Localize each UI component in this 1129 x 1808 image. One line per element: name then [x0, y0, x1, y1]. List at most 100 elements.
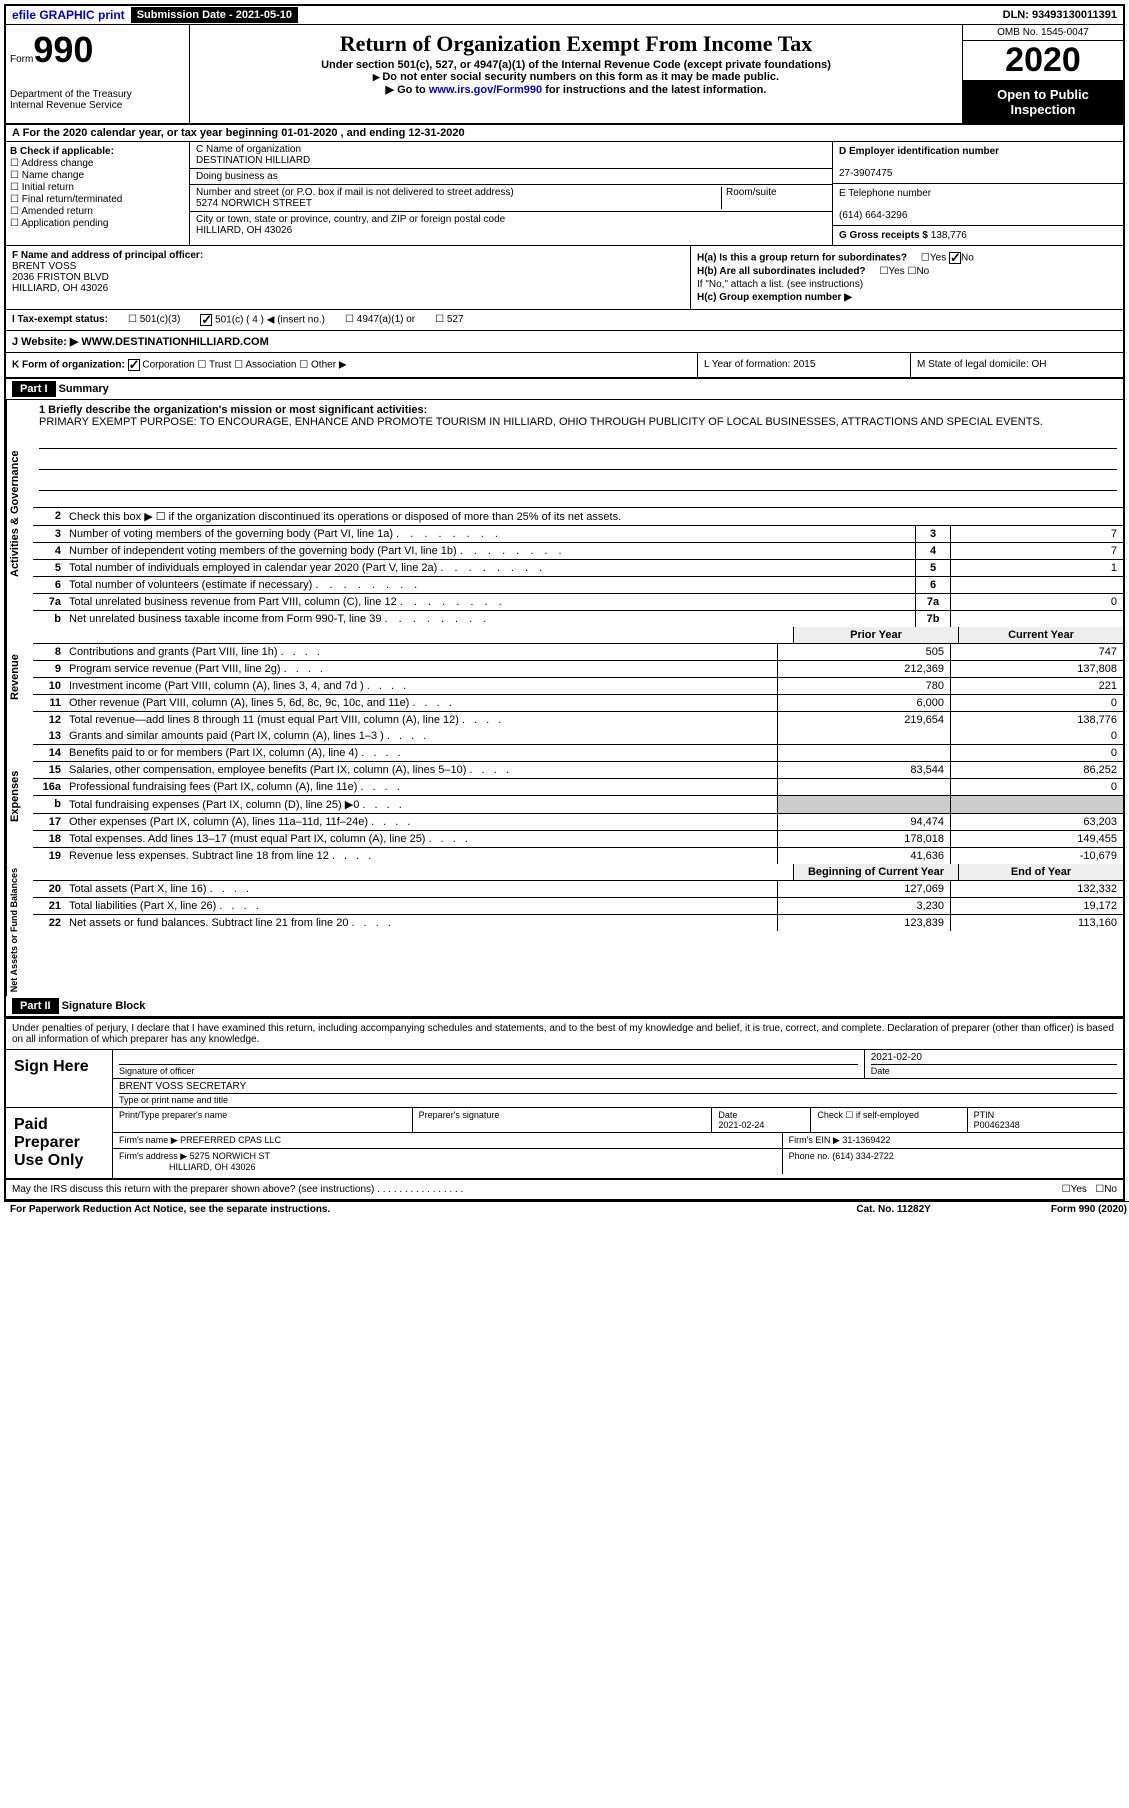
form990-link[interactable]: www.irs.gov/Form990: [429, 84, 542, 96]
submission-date-btn[interactable]: Submission Date - 2021-05-10: [131, 7, 298, 23]
chk-pending-label: Application pending: [21, 218, 108, 229]
chk-name[interactable]: ☐ Name change: [10, 170, 185, 181]
city-value: HILLIARD, OH 43026: [196, 225, 292, 236]
sign-here-row: Sign Here Signature of officer 2021-02-2…: [6, 1050, 1123, 1108]
discuss-text: May the IRS discuss this return with the…: [12, 1184, 374, 1195]
topbar: efile GRAPHIC print Submission Date - 20…: [6, 6, 1123, 25]
firm-ein-label: Firm's EIN ▶: [789, 1135, 840, 1145]
gov-line-6: 6 Total number of volunteers (estimate i…: [33, 577, 1123, 594]
expenses-block: Expenses 13 Grants and similar amounts p…: [6, 728, 1123, 864]
form-prefix: Form: [10, 54, 33, 65]
chk-amended[interactable]: ☐ Amended return: [10, 206, 185, 217]
part2-tag: Part II: [12, 998, 59, 1014]
chk-initial-label: Initial return: [22, 182, 74, 193]
firm-ein-cell: Firm's EIN ▶ 31-1369422: [783, 1133, 1123, 1148]
opt-501c[interactable]: 501(c) ( 4 ) ◀ (insert no.): [200, 314, 325, 326]
b-label: B Check if applicable:: [10, 146, 114, 157]
website-label: J Website: ▶: [12, 336, 78, 348]
sig-date: 2021-02-20: [871, 1052, 1117, 1065]
chk-address-label: Address change: [21, 158, 93, 169]
col-b: B Check if applicable: ☐ Address change …: [6, 142, 190, 245]
chk-initial[interactable]: ☐ Initial return: [10, 182, 185, 193]
sig-name-label: Type or print name and title: [119, 1095, 228, 1105]
efile-link[interactable]: efile GRAPHIC print: [6, 6, 131, 24]
ha-no: No: [961, 253, 974, 264]
phone-value: (614) 664-3296: [839, 210, 907, 221]
sig-officer-label: Signature of officer: [119, 1066, 194, 1076]
hb-label: H(b) Are all subordinates included?: [697, 266, 866, 277]
k-label: K Form of organization:: [12, 360, 125, 371]
line-13: 13 Grants and similar amounts paid (Part…: [33, 728, 1123, 745]
phone-cell: E Telephone number (614) 664-3296: [833, 184, 1123, 226]
firm-phone-label: Phone no.: [789, 1151, 830, 1161]
firm-name-cell: Firm's name ▶ PREFERRED CPAS LLC: [113, 1133, 783, 1148]
website-value: WWW.DESTINATIONHILLIARD.COM: [81, 336, 268, 348]
goto-prefix: Go to: [397, 84, 429, 96]
line-15: 15 Salaries, other compensation, employe…: [33, 762, 1123, 779]
gov-line-4: 4 Number of independent voting members o…: [33, 543, 1123, 560]
note-ssn: Do not enter social security numbers on …: [198, 71, 954, 83]
goto-suffix: for instructions and the latest informat…: [542, 84, 766, 96]
row-a-period: A For the 2020 calendar year, or tax yea…: [6, 125, 1123, 142]
signature-block: Under penalties of perjury, I declare th…: [6, 1017, 1123, 1199]
ha-no-check[interactable]: [949, 252, 961, 264]
vtab-activities: Activities & Governance: [6, 400, 33, 627]
year-formation: L Year of formation: 2015: [697, 353, 910, 377]
line-16a: 16a Professional fundraising fees (Part …: [33, 779, 1123, 796]
line-14: 14 Benefits paid to or for members (Part…: [33, 745, 1123, 762]
website-row: J Website: ▶ WWW.DESTINATIONHILLIARD.COM: [6, 331, 1123, 353]
header: Form990 Department of the Treasury Inter…: [6, 25, 1123, 125]
opt-corp: Corporation: [142, 360, 194, 371]
ein-cell: D Employer identification number 27-3907…: [833, 142, 1123, 184]
officer-name: BRENT VOSS: [12, 261, 76, 272]
activities-block: Activities & Governance 1 Briefly descri…: [6, 400, 1123, 627]
chk-amended-label: Amended return: [21, 206, 93, 217]
sig-date-cell: 2021-02-20 Date: [865, 1050, 1123, 1078]
opt-501c-check: [200, 314, 212, 326]
tax-status-row: I Tax-exempt status: ☐ 501(c)(3) 501(c) …: [6, 310, 1123, 331]
line-10: 10 Investment income (Part VIII, column …: [33, 678, 1123, 695]
sig-date-label: Date: [871, 1066, 890, 1076]
discuss-yesno[interactable]: ☐Yes ☐No: [1062, 1184, 1117, 1195]
gross-cell: G Gross receipts $ 138,776: [833, 226, 1123, 245]
opt-501c3[interactable]: ☐ 501(c)(3): [128, 314, 180, 326]
chk-final-label: Final return/terminated: [22, 194, 123, 205]
officer-addr1: 2036 FRISTON BLVD: [12, 272, 109, 283]
chk-pending[interactable]: ☐ Application pending: [10, 218, 185, 229]
ptin-cell: PTINP00462348: [968, 1108, 1123, 1132]
footer-right: Form 990 (2020): [1051, 1204, 1127, 1215]
opt-assoc: Association: [245, 360, 296, 371]
line-20: 20 Total assets (Part X, line 16) . . . …: [33, 881, 1123, 898]
officer-cell: F Name and address of principal officer:…: [6, 246, 690, 309]
paid-preparer-label: Paid Preparer Use Only: [6, 1108, 113, 1178]
opt-other: Other ▶: [311, 360, 346, 371]
firm-addr1: 5275 NORWICH ST: [190, 1151, 270, 1161]
sig-name-cell: BRENT VOSS SECRETARY Type or print name …: [113, 1079, 1123, 1107]
line-8: 8 Contributions and grants (Part VIII, l…: [33, 644, 1123, 661]
year-cell: OMB No. 1545-0047 2020 Open to Public In…: [962, 25, 1123, 123]
mission-label: 1 Briefly describe the organization's mi…: [39, 404, 427, 416]
end-year-hdr: End of Year: [958, 864, 1123, 880]
firm-addr-cell: Firm's address ▶ 5275 NORWICH ST HILLIAR…: [113, 1149, 783, 1174]
tax-status-label: I Tax-exempt status:: [12, 314, 108, 326]
ein-value: 27-3907475: [839, 168, 892, 179]
firm-name: PREFERRED CPAS LLC: [180, 1135, 281, 1145]
opt-527[interactable]: ☐ 527: [435, 314, 463, 326]
gov-line-7a: 7a Total unrelated business revenue from…: [33, 594, 1123, 611]
sig-declaration: Under penalties of perjury, I declare th…: [6, 1019, 1123, 1050]
chk-final[interactable]: ☐ Final return/terminated: [10, 194, 185, 205]
line-22: 22 Net assets or fund balances. Subtract…: [33, 915, 1123, 931]
footer-mid: Cat. No. 11282Y: [856, 1204, 930, 1215]
room-suite: Room/suite: [721, 187, 826, 209]
chk-name-label: Name change: [22, 170, 84, 181]
ha-label: H(a) Is this a group return for subordin…: [697, 253, 907, 264]
addr-cell: Number and street (or P.O. box if mail i…: [190, 185, 832, 212]
org-name-label: C Name of organization: [196, 144, 301, 155]
ha-yes[interactable]: Yes: [930, 253, 946, 264]
mission-block: 1 Briefly describe the organization's mi…: [33, 400, 1123, 508]
part1-tag: Part I: [12, 381, 56, 397]
beg-year-hdr: Beginning of Current Year: [793, 864, 958, 880]
chk-address[interactable]: ☐ Address change: [10, 158, 185, 169]
opt-4947[interactable]: ☐ 4947(a)(1) or: [345, 314, 415, 326]
chk-corp[interactable]: [128, 359, 140, 371]
